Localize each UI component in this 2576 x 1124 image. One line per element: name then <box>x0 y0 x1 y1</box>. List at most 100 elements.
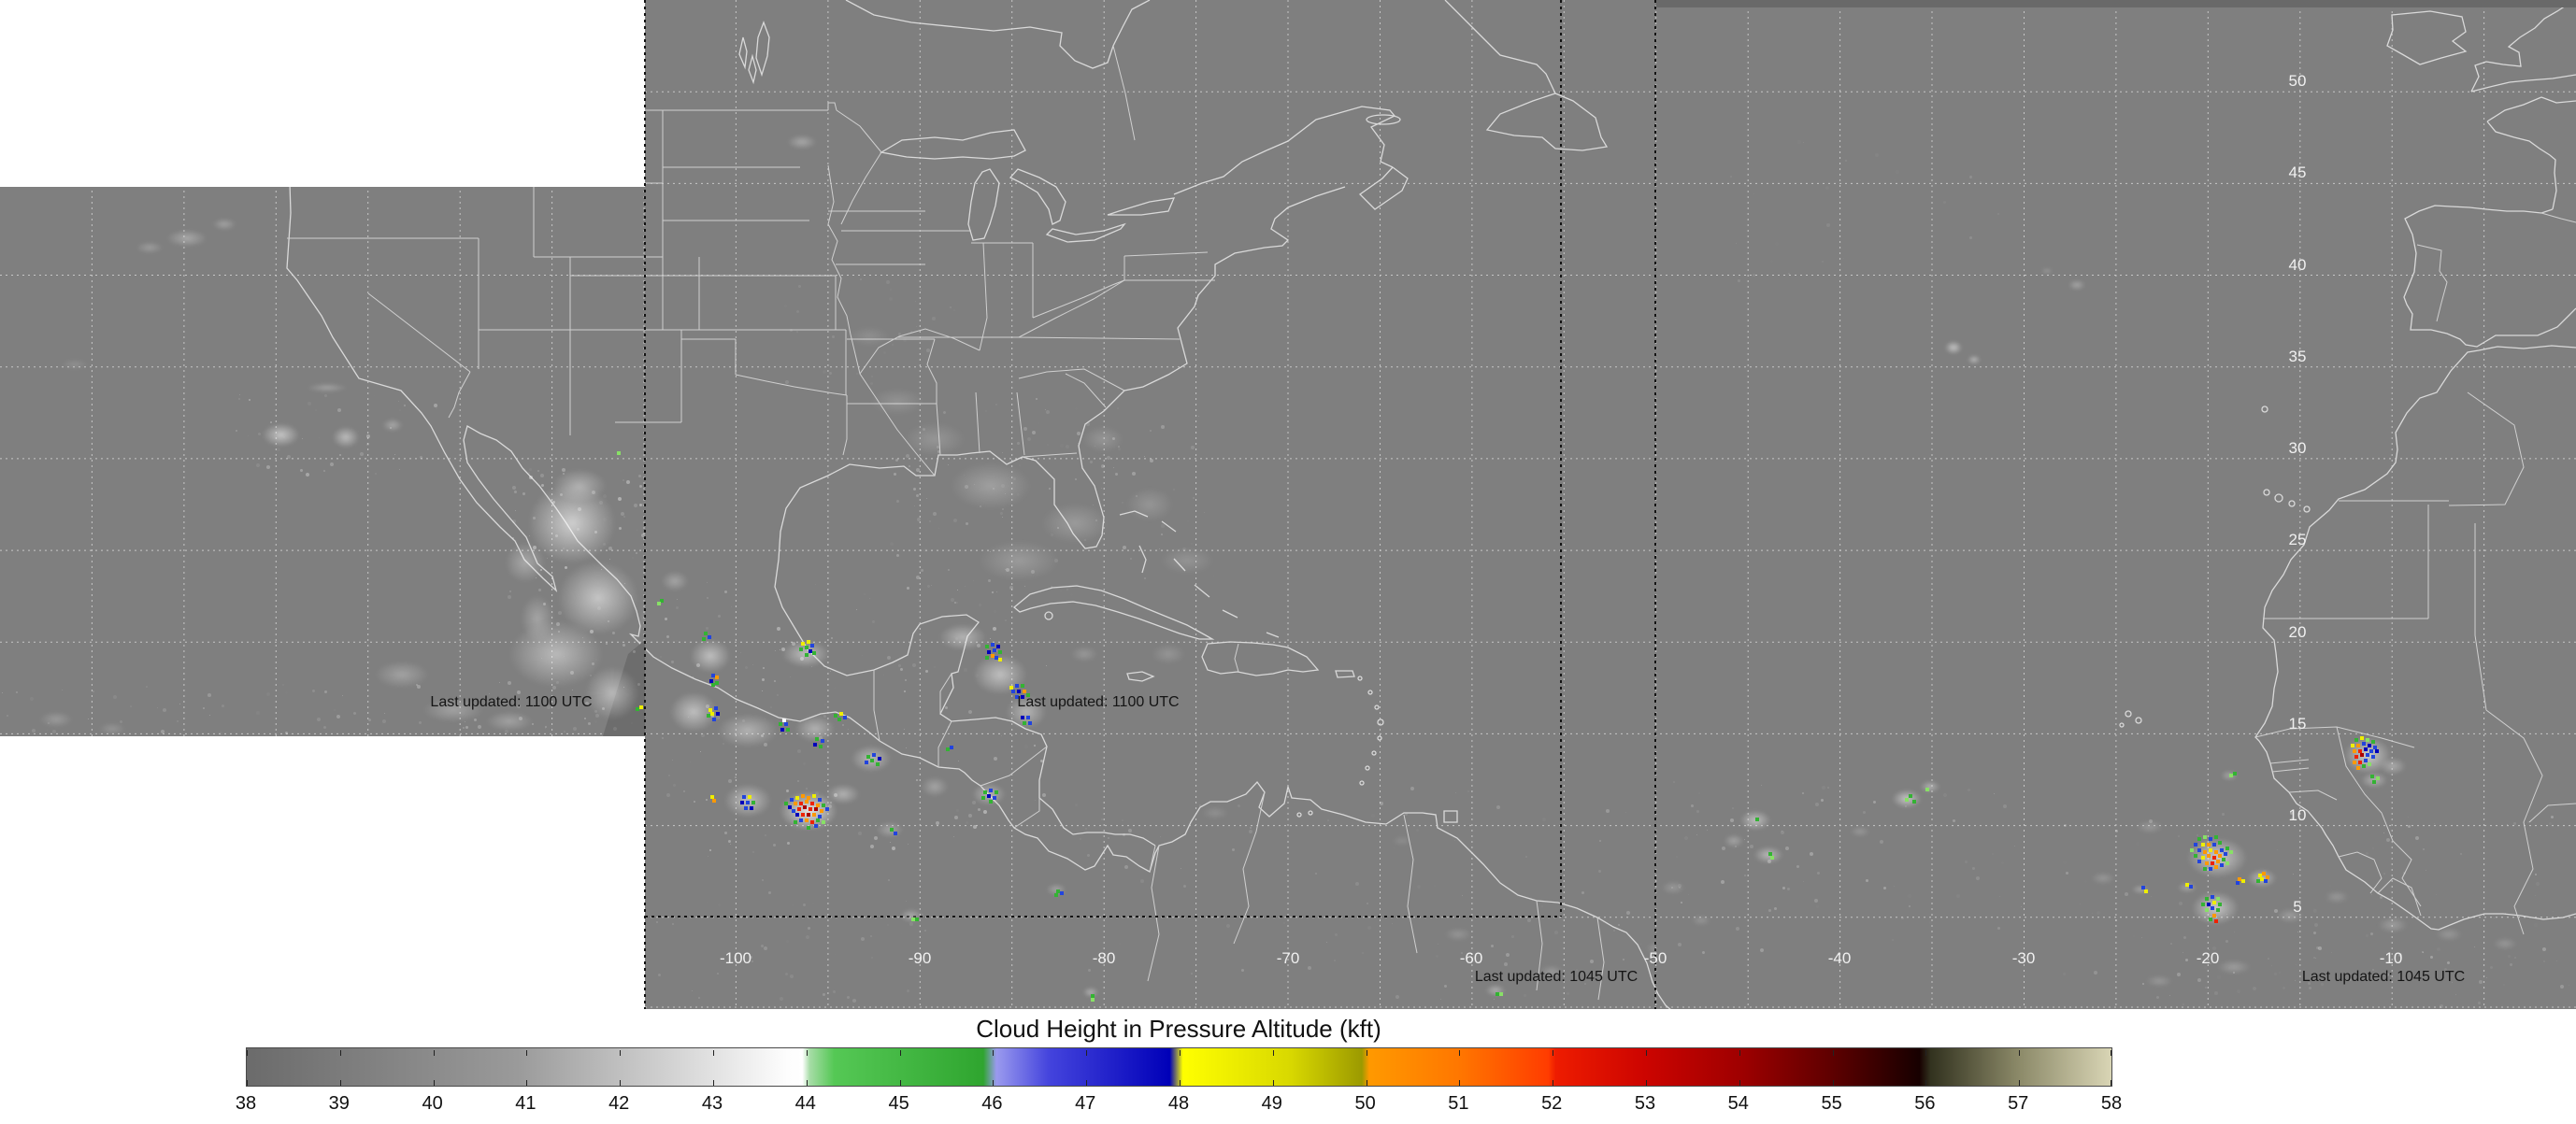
cloud-speck <box>1334 959 1337 961</box>
convective-cell <box>805 653 809 657</box>
cloud-speck <box>1172 489 1175 491</box>
cloud-speck <box>637 682 640 686</box>
colorbar-tick <box>1272 1050 1274 1056</box>
cloud-speck <box>1697 792 1700 795</box>
convective-cell <box>714 706 718 710</box>
cloud-speck <box>2316 946 2320 950</box>
cloud-speck <box>985 410 987 412</box>
cloud-speck <box>706 597 708 600</box>
cloud-speck <box>852 999 857 1003</box>
cloud-speck <box>953 602 956 605</box>
cloud-speck <box>2477 1001 2481 1004</box>
convective-cell <box>2220 848 2224 852</box>
cloud-speck <box>419 721 422 725</box>
convective-cell <box>2358 749 2362 753</box>
cloud-speck <box>790 975 794 979</box>
cloud-speck <box>2208 976 2210 978</box>
cloud-speck <box>311 690 315 693</box>
cloud-puff <box>2086 870 2120 887</box>
map-overlay <box>0 0 2576 1009</box>
cloud-speck <box>717 972 720 975</box>
cloud-speck <box>2182 952 2183 954</box>
cloud-speck <box>1198 415 1200 417</box>
cloud-layer-right <box>1656 7 2576 1009</box>
cloud-speck <box>830 671 832 673</box>
cloud-speck <box>992 794 996 799</box>
convective-cell <box>993 648 996 652</box>
cloud-speck <box>656 920 659 923</box>
cloud-speck <box>522 491 525 495</box>
cloud-speck <box>1017 493 1020 496</box>
cloud-puff <box>843 740 899 777</box>
cloud-speck <box>682 790 685 792</box>
convective-cell <box>1026 716 1030 719</box>
cloud-speck <box>824 703 827 705</box>
convective-cell <box>748 795 751 799</box>
cloud-speck <box>1121 501 1123 504</box>
convective-cell <box>1905 798 1909 802</box>
convective-cell <box>750 806 753 810</box>
cloud-speck <box>672 783 676 787</box>
cloud-speck <box>979 505 981 508</box>
cloud-speck <box>2451 981 2453 983</box>
cloud-speck <box>540 568 543 571</box>
convective-cell <box>991 654 995 658</box>
cloud-speck <box>1405 812 1409 816</box>
cloud-speck <box>833 989 837 993</box>
convective-cell <box>2371 740 2375 744</box>
colorbar-tick-label: 43 <box>701 1093 723 1114</box>
convective-cell <box>2368 744 2371 747</box>
cloud-speck <box>1019 464 1021 466</box>
cloud-speck <box>1187 520 1189 522</box>
cloud-puff <box>781 132 823 152</box>
cloud-puff <box>131 239 168 256</box>
cloud-speck <box>1 692 3 694</box>
cloud-speck <box>365 443 369 447</box>
cloud-speck <box>1969 175 1973 178</box>
convective-cell <box>710 712 714 716</box>
cloud-speck <box>2001 861 2004 864</box>
cloud-speck <box>1315 873 1318 875</box>
cloud-speck <box>592 490 595 494</box>
cloud-speck <box>1123 865 1128 870</box>
cloud-speck <box>595 658 598 661</box>
cloud-puff <box>1196 804 1234 822</box>
cloud-speck <box>1734 846 1737 848</box>
cloud-speck <box>2197 978 2202 983</box>
colorbar-tick-label: 56 <box>1914 1093 1936 1114</box>
cloud-speck <box>976 414 978 416</box>
cloud-speck <box>2383 832 2385 833</box>
cloud-speck <box>621 511 625 516</box>
cloud-speck <box>824 780 826 782</box>
convective-cell <box>2376 776 2380 780</box>
cloud-speck <box>1077 431 1081 435</box>
colorbar-tick <box>1180 1080 1181 1086</box>
cloud-speck <box>719 717 721 719</box>
convective-cell <box>2209 837 2212 841</box>
cloud-speck <box>707 582 708 584</box>
cloud-speck <box>823 715 826 719</box>
colorbar-tick-label: 40 <box>422 1093 443 1114</box>
cloud-puff <box>2372 914 2413 936</box>
cloud-speck <box>974 484 976 486</box>
cloud-speck <box>474 718 478 721</box>
cloud-speck <box>419 456 422 460</box>
cloud-speck <box>916 494 920 498</box>
cloud-speck <box>546 705 551 710</box>
cloud-speck <box>1416 829 1419 832</box>
cloud-speck <box>2526 820 2529 823</box>
cloud-speck <box>1436 955 1438 958</box>
cloud-speck <box>257 432 261 435</box>
cloud-speck <box>542 602 546 605</box>
cloud-speck <box>1144 576 1147 579</box>
convective-cell <box>2224 852 2227 856</box>
cloud-speck <box>1075 478 1078 480</box>
cloud-speck <box>1679 886 1682 889</box>
cloud-speck <box>975 674 979 677</box>
cloud-speck <box>706 627 709 631</box>
cloud-speck <box>982 810 987 815</box>
convective-cell <box>788 805 792 809</box>
cloud-speck <box>1193 497 1195 500</box>
cloud-speck <box>1821 799 1825 803</box>
cloud-speck <box>1542 818 1546 821</box>
